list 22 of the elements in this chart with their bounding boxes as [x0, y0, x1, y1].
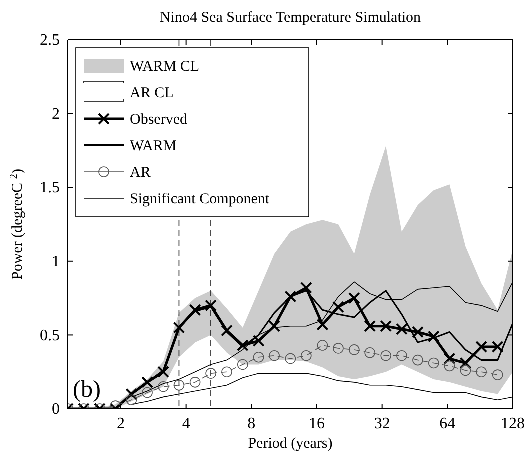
x-tick-label: 4 — [182, 415, 190, 432]
x-tick-label: 64 — [440, 415, 456, 432]
legend-label: WARM CL — [130, 59, 200, 75]
y-tick-label: 0.5 — [40, 327, 60, 344]
legend-label: Observed — [130, 112, 188, 128]
annotation: (b) — [73, 377, 101, 403]
x-tick-label: 32 — [374, 415, 390, 432]
y-tick-label: 1 — [52, 254, 60, 271]
x-axis-title: Period (years) — [248, 436, 333, 452]
legend-label: WARM — [130, 138, 177, 154]
x-tick-label: 2 — [116, 415, 125, 432]
legend-label: AR CL — [130, 86, 174, 102]
x-tick-label: 8 — [248, 415, 256, 432]
x-tick-label: 128 — [501, 415, 525, 432]
y-tick-label: 0 — [52, 401, 60, 418]
y-tick-label: 2 — [52, 106, 60, 123]
chart-title: Nino4 Sea Surface Temperature Simulation — [160, 10, 422, 26]
y-tick-label: 1.5 — [40, 180, 60, 197]
ref-line-label: Significant Component — [130, 192, 270, 208]
y-tick-label: 2.5 — [40, 32, 60, 50]
x-tick-label: 16 — [308, 415, 325, 432]
legend-label: AR — [130, 165, 151, 181]
